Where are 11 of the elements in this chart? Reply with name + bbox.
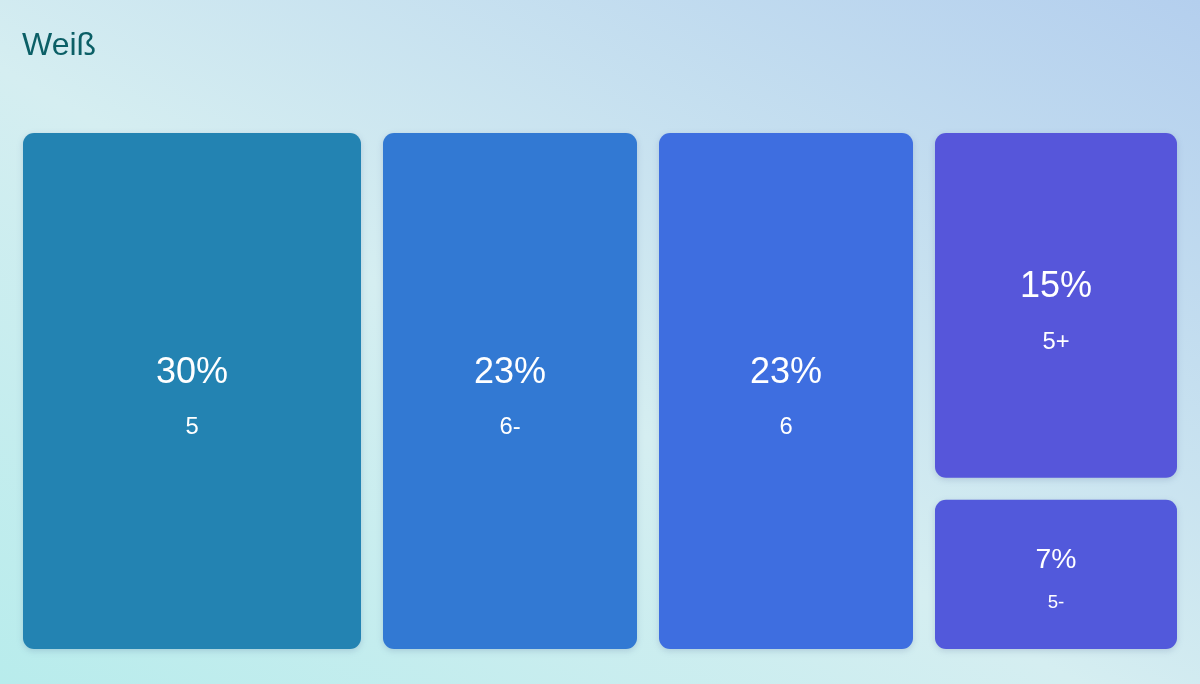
- data-label: 23%: [749, 349, 823, 391]
- data-label: 30%: [155, 349, 229, 391]
- category-label: 6: [779, 412, 793, 440]
- data-label: 15%: [1019, 264, 1093, 306]
- category-label: 5+: [1042, 326, 1070, 354]
- data-label: 23%: [473, 349, 547, 391]
- text: Weiß: [22, 25, 97, 62]
- category-label: 5: [185, 412, 199, 440]
- category-label: 5-: [1047, 591, 1065, 613]
- data-label: 7%: [1035, 542, 1077, 575]
- category-label: 6-: [499, 412, 521, 440]
